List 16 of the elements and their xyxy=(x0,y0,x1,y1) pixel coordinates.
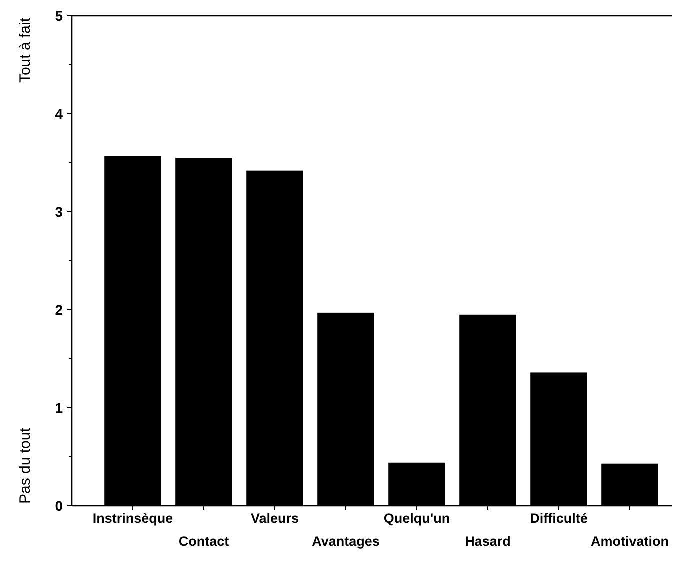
y-tick-label: 5 xyxy=(55,8,64,24)
y-tick-label: 2 xyxy=(55,302,64,318)
y-tick-label: 0 xyxy=(55,498,64,514)
x-tick-label: Contact xyxy=(178,534,230,549)
x-tick-label: Difficulté xyxy=(530,511,588,526)
text: Tout à fait xyxy=(17,17,34,84)
x-tick-label: Amotivation xyxy=(590,534,670,549)
y-tick-label: 4 xyxy=(55,106,64,122)
x-tick-label: Instrinsèque xyxy=(92,511,174,526)
y-tick-label: 1 xyxy=(55,400,64,416)
x-tick-label: Valeurs xyxy=(250,511,300,526)
y-axis-title: Pas du tout xyxy=(17,427,34,504)
x-tick-label: Hasard xyxy=(465,534,511,549)
x-tick-label: Avantages xyxy=(312,534,380,549)
x-tick-label: Quelqu'un xyxy=(384,511,450,526)
y-tick-label: 3 xyxy=(55,204,64,220)
